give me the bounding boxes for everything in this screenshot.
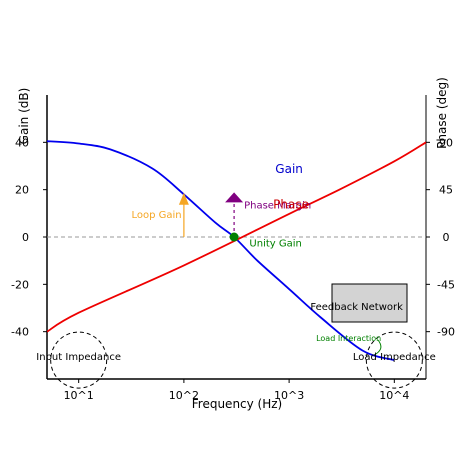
series-line-phase <box>46 141 427 333</box>
y-axis-right-label: Phase (deg) <box>435 77 449 149</box>
annotation-loop-gain: Loop Gain <box>131 210 181 221</box>
x-tick-label: 10^4 <box>379 389 409 402</box>
annotation-phase-margin: Phase Margin <box>244 201 311 212</box>
annotation-input-impedance: Input Impedance <box>36 352 121 363</box>
feedback-network-box <box>331 283 408 323</box>
loop-gain-arrowhead <box>178 192 189 205</box>
y-right-tick-label: -45 <box>437 278 455 291</box>
series-line-gain <box>46 140 395 361</box>
y-right-tick-label: 0 <box>443 231 450 244</box>
load-impedance-circle <box>365 331 423 389</box>
x-tick-label: 10^3 <box>274 389 304 402</box>
annotation-phase: Phase <box>273 198 309 212</box>
y-right-tick-label: 90 <box>439 136 453 149</box>
input-impedance-circle <box>50 331 108 389</box>
y-axis-left-label: Gain (dB) <box>17 88 31 145</box>
y-left-tick-label: 20 <box>15 184 29 197</box>
x-tick-label: 10^2 <box>169 389 199 402</box>
unity-gain-point <box>229 232 239 242</box>
annotation-load-interaction: Load Interaction <box>316 334 381 343</box>
annotation-unity-gain: Unity Gain <box>249 238 301 249</box>
annotation-gain: Gain <box>275 162 303 176</box>
y-right-tick-label: -90 <box>437 326 455 339</box>
y-left-tick-label: -40 <box>11 326 29 339</box>
y-left-tick-label: -20 <box>11 278 29 291</box>
y-left-tick-label: 0 <box>22 231 29 244</box>
phase-margin-arrowhead <box>225 192 244 203</box>
y-left-tick-label: 40 <box>15 136 29 149</box>
x-tick-label: 10^1 <box>64 389 94 402</box>
annotation-load-impedance: Load Impedance <box>353 352 436 363</box>
annotation-feedback-network: Feedback Network <box>310 302 403 313</box>
x-axis-label: Frequency (Hz) <box>192 397 283 411</box>
y-right-tick-label: 45 <box>439 184 453 197</box>
